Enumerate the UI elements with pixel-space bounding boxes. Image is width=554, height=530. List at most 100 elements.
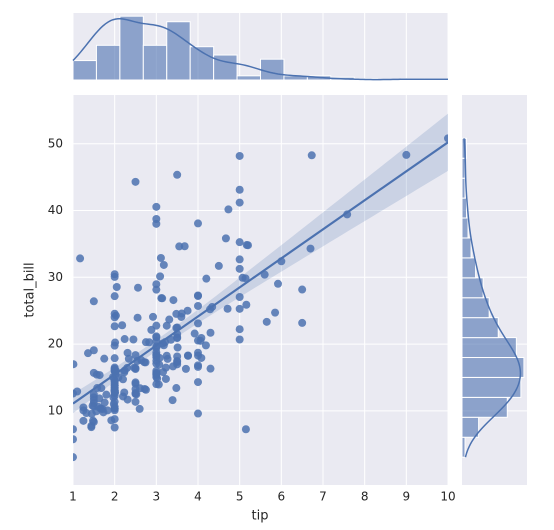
x-axis-label: tip — [252, 509, 269, 524]
scatter-point — [214, 261, 223, 270]
scatter-point — [110, 386, 119, 395]
y-tick-label: 40 — [48, 203, 63, 217]
scatter-point — [73, 435, 77, 444]
scatter-point — [119, 375, 127, 384]
scatter-point — [140, 384, 149, 393]
scatter-point — [141, 358, 150, 367]
histogram-bar — [461, 297, 490, 319]
histogram-bar — [461, 376, 522, 398]
scatter-point — [110, 341, 119, 350]
scatter-point — [156, 272, 165, 281]
scatter-point — [224, 205, 233, 214]
scatter-point — [88, 401, 97, 410]
scatter-point — [76, 254, 85, 263]
histogram-bar — [461, 237, 472, 259]
scatter-point — [298, 318, 307, 327]
labels: 1 2 3 4 5 6 7 8 9 10 10 20 30 40 50 — [48, 136, 456, 503]
x-tick-label: 9 — [403, 490, 411, 504]
histogram-bar — [461, 217, 469, 239]
scatter-point — [131, 365, 140, 374]
histogram-bar — [461, 396, 508, 418]
histogram-bar — [461, 337, 517, 359]
scatter-point — [131, 177, 140, 186]
scatter-point — [221, 234, 230, 243]
scatter-point — [242, 300, 251, 309]
x-tick-label: 7 — [319, 490, 327, 504]
scatter-point — [169, 296, 178, 305]
marginals — [72, 15, 525, 458]
scatter-point — [173, 343, 182, 352]
scatter-point — [162, 321, 171, 330]
scatter-point — [194, 301, 202, 310]
scatter-point — [73, 425, 77, 434]
scatter-point — [242, 241, 251, 250]
scatter-point — [444, 134, 448, 143]
scatter-point — [102, 390, 111, 399]
scatter-point — [134, 283, 142, 292]
scatter-point — [181, 364, 190, 373]
histogram-bar — [461, 436, 466, 458]
scatter-point — [147, 325, 156, 334]
grid — [72, 13, 527, 485]
scatter-point — [84, 349, 92, 358]
x-tick-label: 1 — [69, 490, 77, 504]
scatter-point — [131, 385, 140, 394]
histogram-bar — [461, 317, 499, 339]
scatter-point — [145, 338, 154, 347]
scatter-point — [271, 308, 280, 317]
scatter-point — [168, 396, 177, 405]
scatter-point — [172, 384, 181, 393]
scatter-point — [190, 329, 199, 338]
scatter-point — [298, 285, 307, 294]
scatter-point — [110, 423, 119, 432]
scatter-point — [100, 354, 109, 363]
scatter-point — [152, 215, 161, 224]
scatter-point — [173, 352, 182, 361]
scatter-point — [173, 170, 182, 179]
plot-area — [73, 113, 448, 462]
scatter-point — [119, 392, 127, 401]
x-tick-label: 3 — [153, 490, 161, 504]
histogram-bar — [461, 257, 477, 279]
scatter-point — [135, 404, 144, 413]
scatter-point — [184, 351, 192, 360]
scatter-point — [152, 369, 161, 378]
y-tick-label: 30 — [48, 270, 63, 284]
histogram-bar — [461, 197, 468, 219]
scatter-point — [172, 309, 181, 318]
scatter-point — [235, 151, 244, 160]
x-tick-label: 5 — [236, 490, 244, 504]
regression-line — [73, 141, 448, 405]
histogram-bar — [236, 75, 261, 81]
y-tick-label: 10 — [48, 403, 63, 417]
histogram-bar — [119, 15, 144, 81]
scatter-point — [79, 406, 88, 415]
scatter-point — [235, 304, 244, 313]
scatter-point — [241, 425, 250, 434]
scatter-point — [112, 282, 121, 291]
scatter-point — [107, 416, 116, 425]
scatter-point — [110, 406, 119, 415]
scatter-point — [149, 312, 157, 321]
histogram-bar — [213, 54, 238, 81]
scatter-point — [194, 362, 202, 371]
scatter-point — [89, 368, 98, 377]
x-tick-label: 2 — [111, 490, 119, 504]
scatter-point — [79, 416, 88, 425]
scatter-point — [235, 293, 244, 302]
scatter-point — [194, 319, 202, 328]
scatter-point — [194, 336, 202, 345]
scatter-point — [235, 255, 244, 264]
scatter-point — [235, 198, 244, 207]
scatter-point — [129, 335, 138, 344]
scatter-point — [120, 335, 129, 344]
scatter-point — [73, 389, 77, 398]
histogram-bar — [461, 357, 525, 378]
scatter-point — [158, 294, 167, 303]
x-tick-label: 8 — [361, 490, 369, 504]
histogram-bar — [461, 177, 466, 199]
scatter-point — [161, 363, 170, 372]
y-tick-label: 20 — [48, 337, 63, 351]
x-tick-label: 6 — [278, 490, 286, 504]
